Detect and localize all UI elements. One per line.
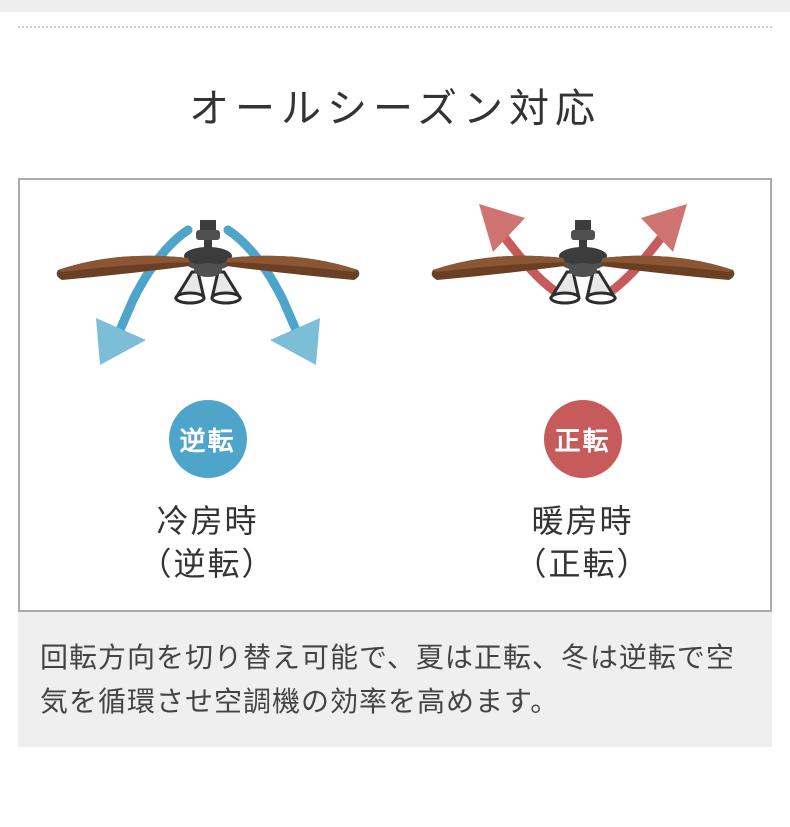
ceiling-fan-icon [56, 220, 359, 303]
arrow-down-right-icon [228, 230, 320, 365]
caption-heating-line2: （正転） [514, 546, 650, 582]
caption-cooling: 冷房時 （逆転） [139, 500, 275, 586]
description-text: 回転方向を切り替え可能で、夏は正転、冬は逆転で空気を循環させ空調機の効率を高めま… [18, 612, 772, 747]
page-title: オールシーズン対応 [0, 28, 790, 178]
panel-cooling: 逆転 冷房時 （逆転） [20, 190, 395, 586]
fan-illustration-heating [413, 190, 753, 390]
caption-cooling-line2: （逆転） [139, 546, 275, 582]
caption-heating: 暖房時 （正転） [514, 500, 650, 586]
panel-heating: 正転 暖房時 （正転） [395, 190, 770, 586]
caption-cooling-line1: 冷房時 [156, 503, 258, 539]
fan-illustration-cooling [38, 190, 378, 390]
top-border-strip [0, 0, 790, 12]
caption-heating-line1: 暖房時 [531, 503, 633, 539]
arrow-up-left-icon [479, 204, 565, 298]
diagram-container: 逆転 冷房時 （逆転） [18, 178, 772, 612]
badge-reverse: 逆転 [169, 400, 247, 478]
arrow-up-right-icon [601, 204, 687, 298]
arrow-down-left-icon [96, 230, 188, 365]
badge-forward: 正転 [544, 400, 622, 478]
ceiling-fan-icon [431, 220, 734, 303]
